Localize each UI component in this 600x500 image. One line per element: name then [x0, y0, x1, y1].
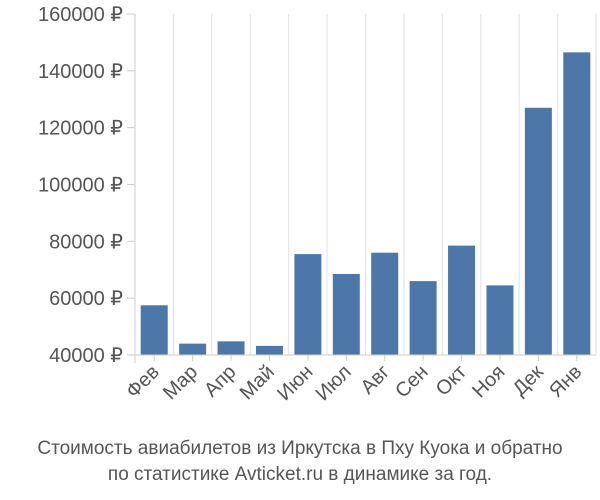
x-tick-label: Сен — [391, 361, 432, 402]
x-tick-label: Ноя — [468, 361, 509, 402]
y-tick-label: 40000 ₽ — [49, 345, 123, 367]
y-tick-label: 160000 ₽ — [38, 4, 123, 26]
x-tick-label: Окт — [432, 361, 471, 400]
bars — [140, 52, 591, 356]
x-tick-label: Июн — [273, 361, 317, 405]
x-tick-label: Мар — [159, 361, 202, 404]
x-tick-label: Июл — [312, 361, 356, 405]
y-tick-label: 120000 ₽ — [38, 118, 123, 140]
bar-4 — [255, 345, 283, 355]
y-tick-label: 140000 ₽ — [38, 61, 123, 83]
y-tick-label: 100000 ₽ — [38, 175, 123, 197]
bar-6 — [332, 274, 360, 355]
y-tick-label: 60000 ₽ — [49, 288, 123, 310]
caption-line-1: Стоимость авиабилетов из Иркутска в Пху … — [37, 438, 562, 459]
y-tick-label: 80000 ₽ — [49, 231, 123, 253]
grid-lines — [134, 14, 597, 355]
x-tick-label: Янв — [545, 361, 586, 402]
bar-2 — [179, 343, 207, 355]
bar-1 — [140, 305, 168, 355]
bar-8 — [409, 281, 437, 355]
axes — [127, 13, 596, 363]
x-tick-label: Май — [236, 361, 279, 404]
x-tick-label: Фев — [122, 361, 164, 403]
bar-5 — [294, 254, 322, 355]
x-tick-label: Дек — [509, 361, 548, 400]
bar-11 — [524, 107, 552, 356]
bar-7 — [371, 252, 399, 355]
bar-3 — [217, 341, 245, 355]
x-tick-label: Авг — [357, 361, 395, 399]
caption-line-2: по статистике Avticket.ru в динамике за … — [108, 464, 492, 485]
bar-12 — [563, 52, 591, 356]
chart-caption: Стоимость авиабилетов из Иркутска в Пху … — [37, 438, 562, 485]
bar-9 — [448, 245, 476, 355]
y-tick-labels: 40000 ₽ 60000 ₽ 80000 ₽ 100000 ₽ 120000 ₽ 140… — [38, 4, 123, 367]
x-tick-label: Апр — [200, 361, 241, 402]
bar-10 — [486, 285, 514, 355]
